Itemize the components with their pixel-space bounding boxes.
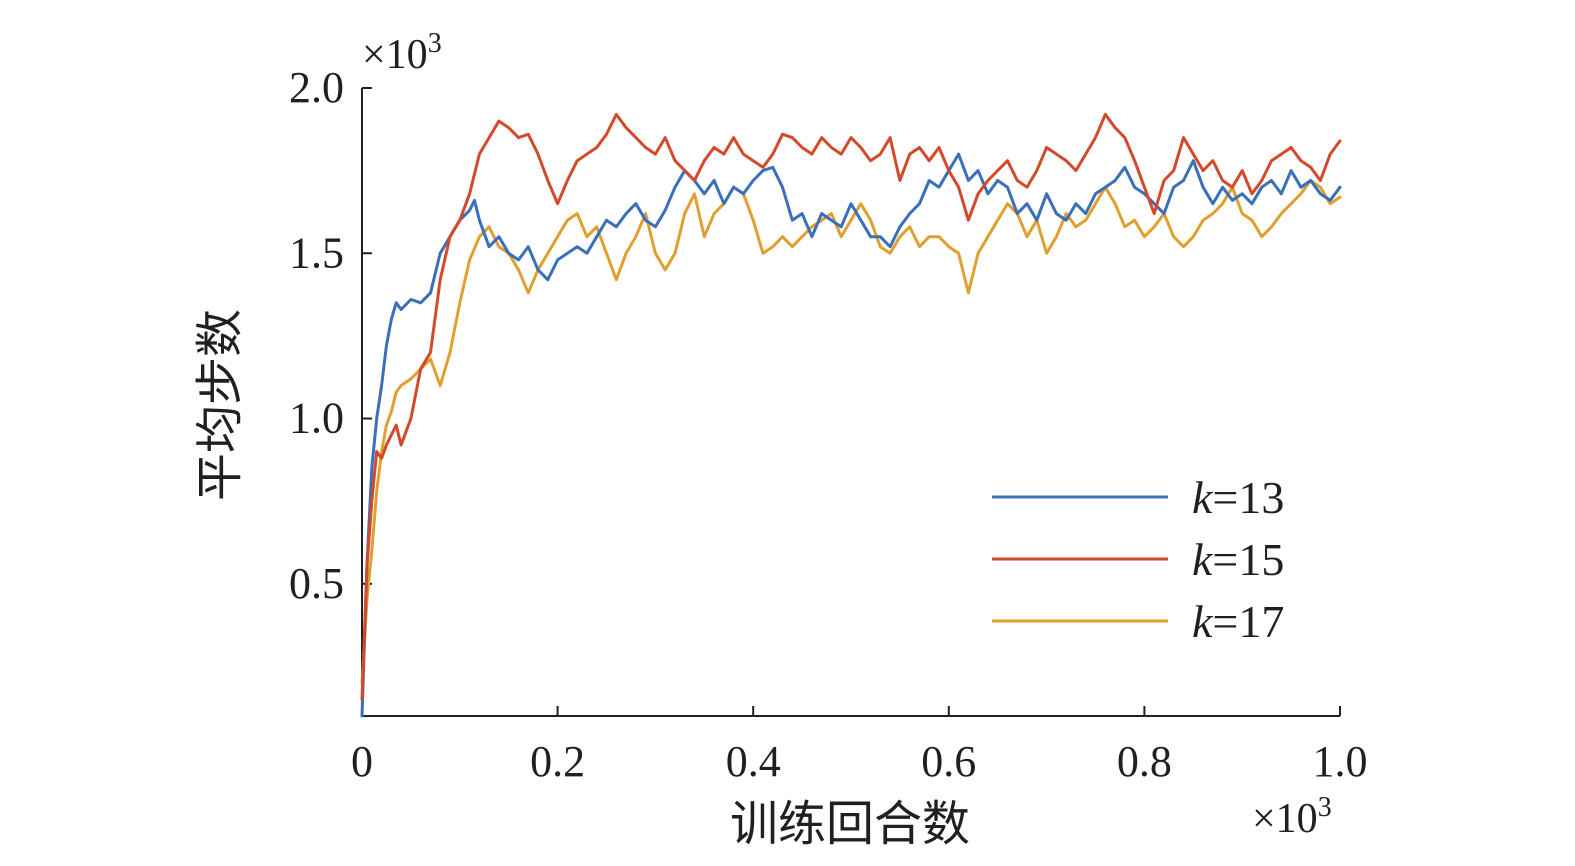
x-tick-label: 0.6: [921, 737, 976, 786]
y-axis-title: 平均步数: [194, 309, 247, 501]
x-tick-label: 0.8: [1117, 737, 1172, 786]
legend-label: k=15: [1192, 534, 1284, 585]
series-line-k-13: [360, 152, 1342, 718]
x-axis-multiplier: ×103: [1252, 792, 1332, 842]
y-tick-label: 1.0: [289, 394, 344, 443]
y-tick-label: 1.5: [289, 228, 344, 277]
series-line-k-15: [360, 112, 1342, 701]
legend-label: k=13: [1192, 472, 1284, 523]
x-tick-label: 0: [351, 737, 373, 786]
x-tick-label: 0.2: [530, 737, 585, 786]
y-tick-label: 0.5: [289, 559, 344, 608]
y-tick-label: 2.0: [289, 63, 344, 112]
series-line-k-17: [360, 179, 1342, 685]
legend: k=13 k=15 k=17: [992, 472, 1284, 647]
legend-label: k=17: [1192, 596, 1284, 647]
y-axis-multiplier: ×103: [362, 28, 442, 78]
x-tick-label: 1.0: [1313, 737, 1368, 786]
x-axis-title: 训练回合数: [730, 798, 970, 851]
x-tick-label: 0.4: [726, 737, 781, 786]
